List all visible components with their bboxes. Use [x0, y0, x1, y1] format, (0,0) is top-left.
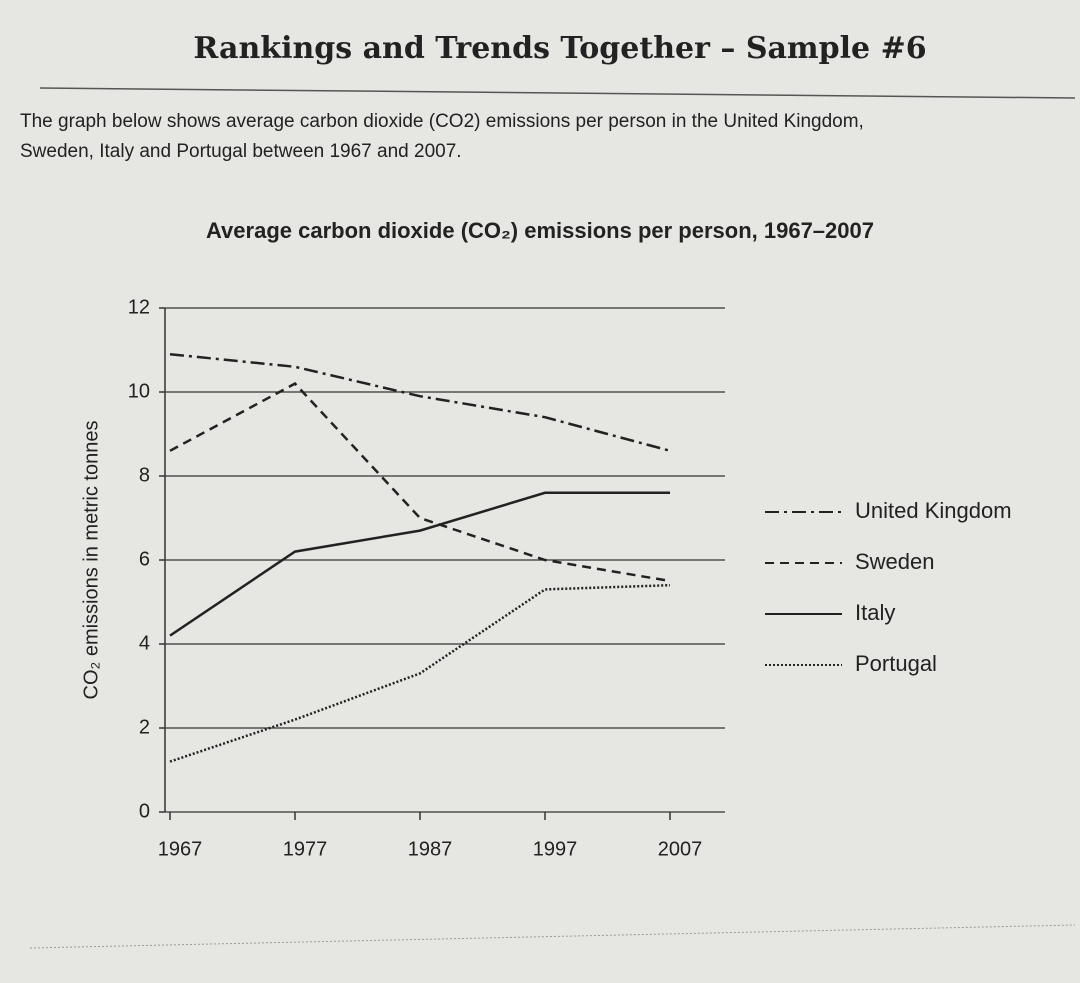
description: The graph below shows average carbon dio… — [20, 111, 864, 132]
y-tick-label: 8 — [139, 464, 150, 486]
y-tick-label: 4 — [139, 632, 150, 654]
legend-label: Italy — [855, 600, 895, 625]
y-tick-label: 2 — [139, 716, 150, 738]
x-tick-label: 1977 — [283, 838, 328, 860]
y-tick-label: 6 — [139, 548, 150, 570]
series-line — [169, 491, 670, 637]
x-tick-label: 1967 — [158, 838, 203, 860]
page-title: Rankings and Trends Together – Sample #6 — [193, 31, 926, 66]
x-tick-label: 2007 — [658, 838, 703, 860]
y-tick-label: 12 — [128, 296, 150, 318]
chart-title: Average carbon dioxide (CO₂) emissions p… — [206, 218, 874, 243]
y-tick-label: 10 — [128, 380, 150, 402]
series-line — [169, 382, 671, 583]
x-tick-label: 1997 — [533, 838, 578, 860]
y-axis-label: CO₂ emissions in metric tonnes — [80, 421, 102, 700]
legend-label: Portugal — [855, 651, 937, 676]
description: Sweden, Italy and Portugal between 1967 … — [20, 141, 462, 162]
y-tick-label: 0 — [139, 800, 150, 822]
rule — [39, 87, 1076, 99]
series-line — [169, 352, 671, 453]
series-line — [169, 583, 671, 763]
x-tick-label: 1987 — [408, 838, 453, 860]
legend-label: Sweden — [855, 549, 935, 574]
legend-label: United Kingdom — [855, 498, 1012, 523]
